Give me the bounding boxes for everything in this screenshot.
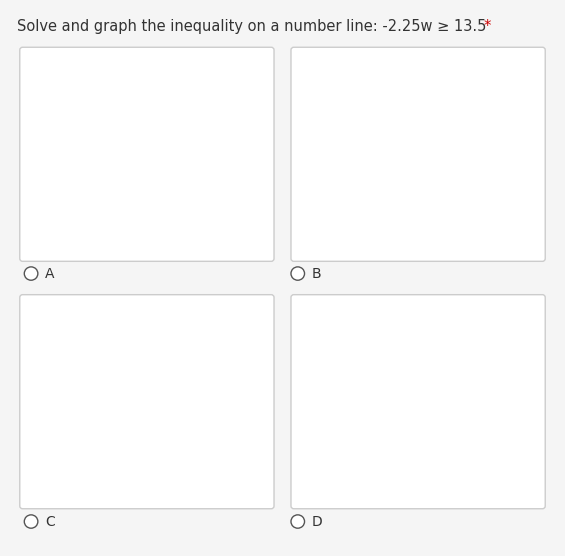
Text: *: * xyxy=(483,19,490,34)
Text: C: C xyxy=(45,514,55,529)
Text: A: A xyxy=(45,266,55,281)
Text: Solve and graph the inequality on a number line: -2.25w ≥ 13.5: Solve and graph the inequality on a numb… xyxy=(17,19,491,34)
Text: B: B xyxy=(312,266,321,281)
Text: D: D xyxy=(312,514,323,529)
